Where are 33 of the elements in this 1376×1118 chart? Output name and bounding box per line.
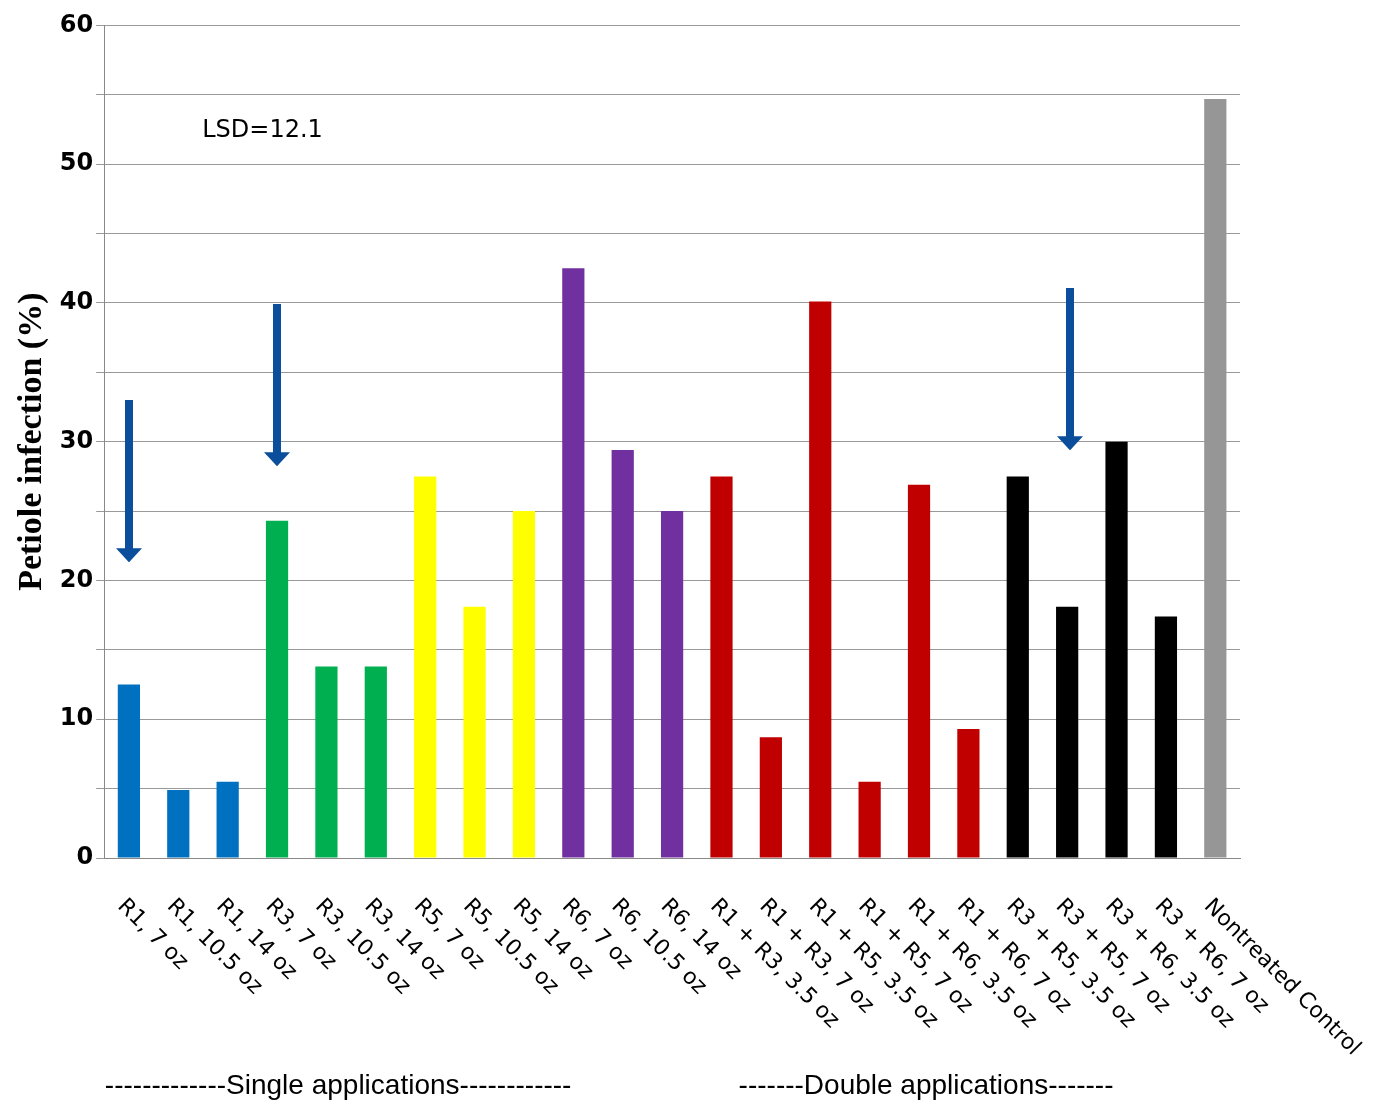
bar	[463, 606, 486, 858]
y-axis-title: Petiole infection (%)	[11, 292, 50, 591]
bar	[315, 666, 338, 858]
bar	[1105, 441, 1128, 858]
bar	[611, 450, 634, 858]
bar	[512, 511, 536, 858]
y-tick-label: 0	[76, 842, 94, 871]
y-tick-label: 10	[59, 703, 94, 732]
bar	[167, 790, 190, 858]
text: -------Double applications-------	[738, 1068, 1114, 1100]
bar	[364, 666, 387, 858]
bar	[710, 476, 733, 858]
bar	[660, 511, 684, 858]
bar	[1006, 476, 1029, 858]
bar	[957, 728, 980, 858]
bar	[907, 484, 931, 858]
y-tick-label: 20	[59, 564, 94, 593]
bar	[117, 684, 140, 858]
annotation: LSD=12.1	[202, 114, 323, 143]
y-tick-label: 60	[59, 9, 94, 38]
y-tick-label: 40	[59, 287, 94, 316]
bar	[1056, 606, 1079, 858]
bar	[759, 737, 782, 858]
bar	[858, 781, 881, 858]
bar	[562, 268, 585, 858]
bar	[265, 520, 289, 858]
bar	[1154, 616, 1178, 858]
bar	[809, 301, 832, 858]
y-tick-label: 30	[59, 425, 94, 454]
text: -------------Single applications------------	[104, 1068, 572, 1100]
bar	[216, 781, 239, 858]
bar	[414, 476, 437, 858]
y-tick-label: 50	[59, 148, 94, 177]
